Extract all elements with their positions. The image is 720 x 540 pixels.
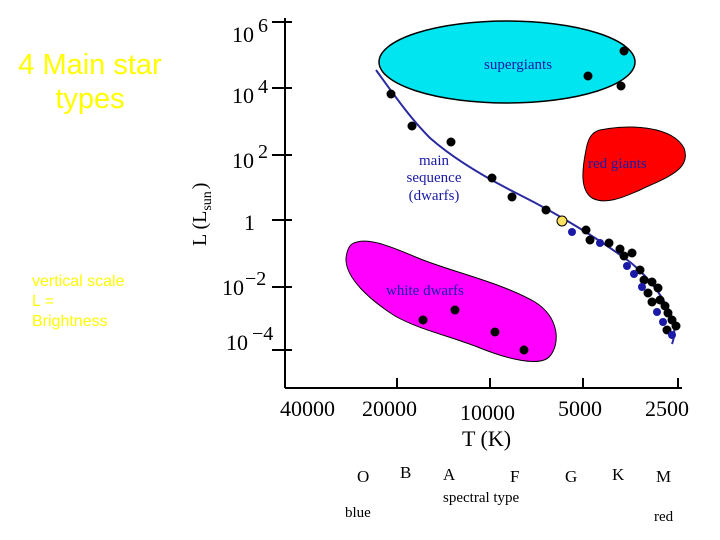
x-tick-label: 40000 xyxy=(280,396,335,421)
star-main-sequence xyxy=(638,283,646,291)
spectral-class-g: G xyxy=(565,467,577,486)
vertical-scale-note: vertical scale L = Brightness xyxy=(32,272,124,332)
x-tick-label: 10000 xyxy=(460,400,515,425)
x-tick-label: 20000 xyxy=(362,396,417,421)
star-main-sequence xyxy=(386,89,396,99)
star-main-sequence xyxy=(663,308,673,318)
stars xyxy=(386,46,681,355)
y-tick-label-1: 1 xyxy=(244,210,255,235)
slide-title: 4 Main star types xyxy=(18,49,162,115)
blue-label: blue xyxy=(345,505,371,521)
spectral-class-f: F xyxy=(510,467,519,486)
star-main-sequence xyxy=(619,251,629,261)
star-main-sequence xyxy=(643,288,653,298)
note-line-1: vertical scale xyxy=(32,273,125,290)
red-label: red xyxy=(654,509,674,525)
star-main-sequence xyxy=(541,205,551,215)
star-main-sequence xyxy=(585,235,595,245)
x-tick-label: 5000 xyxy=(558,396,602,421)
star-main-sequence xyxy=(581,225,591,235)
star-main-sequence xyxy=(596,239,604,247)
spectral-class-o: O xyxy=(357,467,369,486)
spectral-class-a: A xyxy=(443,465,456,484)
star-main-sequence xyxy=(507,192,517,202)
star-main-sequence xyxy=(487,173,497,183)
x-tick-label: 2500 xyxy=(645,396,689,421)
star-main-sequence xyxy=(568,228,576,236)
red-giants-label: red giants xyxy=(588,156,647,172)
note-line-3: Brightness xyxy=(32,313,108,330)
spectral-class-k: K xyxy=(612,465,625,484)
y-axis-label: L (Lsun) xyxy=(189,183,215,246)
star-main-sequence xyxy=(660,301,670,311)
star-supergiant xyxy=(616,81,626,91)
main-sequence-label-3: (dwarfs) xyxy=(409,188,460,204)
star-white-dwarf xyxy=(418,315,428,325)
white-dwarfs-region xyxy=(345,240,557,362)
star-main-sequence xyxy=(655,295,665,305)
star-supergiant xyxy=(619,46,629,56)
spectral-class-b: B xyxy=(400,463,411,482)
spectral-class-m: M xyxy=(656,467,671,486)
star-main-sequence xyxy=(407,121,417,131)
y-tick-label-1e4: 10 4 xyxy=(232,76,268,108)
x-axis-label: T (K) xyxy=(462,426,511,451)
star-white-dwarf xyxy=(450,305,460,315)
star-main-sequence xyxy=(630,270,638,278)
note-line-2: L = xyxy=(32,293,55,310)
star-main-sequence xyxy=(635,265,645,275)
supergiants-label: supergiants xyxy=(484,57,552,73)
star-main-sequence xyxy=(639,275,649,285)
main-sequence-label-2: sequence xyxy=(407,170,462,186)
spectral-type-label: spectral type xyxy=(443,490,520,506)
star-supergiant xyxy=(583,71,593,81)
star-main-sequence xyxy=(623,262,631,270)
y-tick-label-1e6: 10 6 xyxy=(232,15,268,47)
star-main-sequence xyxy=(446,137,456,147)
star-white-dwarf xyxy=(490,327,500,337)
star-main-sequence xyxy=(659,318,667,326)
y-tick-label-1e-4: 10 −4 xyxy=(226,323,273,355)
star-main-sequence xyxy=(671,321,681,331)
red-giants-region xyxy=(582,126,686,202)
supergiants-region xyxy=(378,20,636,104)
star-main-sequence xyxy=(668,331,676,339)
star-main-sequence xyxy=(615,244,625,254)
star-main-sequence xyxy=(627,248,637,258)
star-main-sequence xyxy=(647,297,657,307)
main-sequence-label-1: main xyxy=(419,153,449,169)
star-main-sequence xyxy=(647,277,657,287)
star-main-sequence xyxy=(604,238,614,248)
star-sun xyxy=(556,215,568,227)
white-dwarfs-label: white dwarfs xyxy=(386,283,464,299)
x-ticks xyxy=(396,378,679,388)
star-main-sequence xyxy=(653,283,663,293)
star-white-dwarf xyxy=(519,345,529,355)
y-tick-label-1e-2: 10−2 xyxy=(222,268,266,300)
y-ticks xyxy=(272,21,292,351)
y-tick-label-1e2: 10 2 xyxy=(232,141,268,173)
star-main-sequence xyxy=(653,308,661,316)
